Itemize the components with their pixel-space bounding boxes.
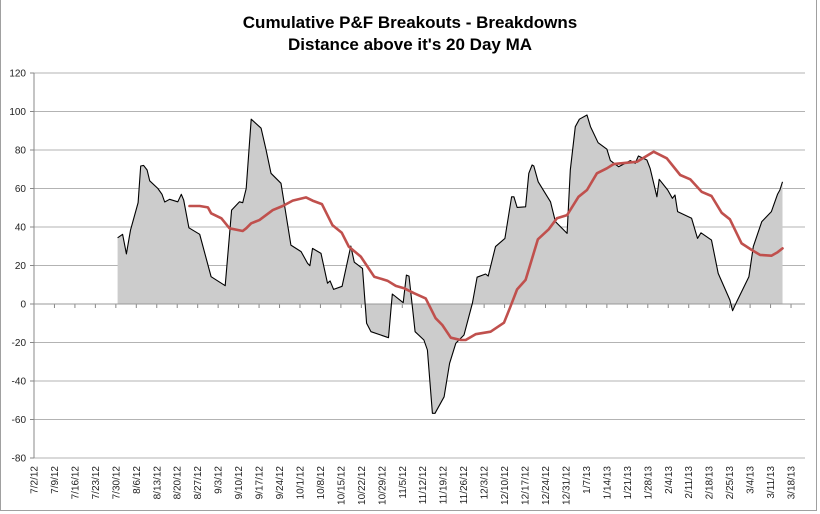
y-tick-label: 60 xyxy=(15,184,27,195)
x-tick-label: 1/28/13 xyxy=(643,466,654,500)
y-tick-label: -40 xyxy=(12,377,27,388)
area-fill-breakouts xyxy=(117,115,783,414)
y-tick-label: 100 xyxy=(9,107,26,118)
x-tick-label: 10/8/12 xyxy=(316,466,327,500)
x-tick-label: 2/25/13 xyxy=(725,466,736,500)
x-tick-label: 1/7/13 xyxy=(582,466,593,494)
x-tick-label: 11/19/12 xyxy=(439,466,450,505)
y-tick-label: -60 xyxy=(12,415,27,426)
x-tick-label: 12/10/12 xyxy=(500,466,511,505)
y-tick-label: -80 xyxy=(12,454,27,465)
x-tick-label: 12/24/12 xyxy=(541,466,552,505)
x-tick-label: 7/9/12 xyxy=(50,466,61,494)
x-tick-label: 2/11/13 xyxy=(684,466,695,499)
x-tick-label: 9/17/12 xyxy=(255,466,266,500)
x-tick-label: 11/5/12 xyxy=(398,466,409,499)
x-tick-label: 3/4/13 xyxy=(746,466,757,494)
x-tick-label: 10/1/12 xyxy=(295,466,306,500)
x-tick-label: 11/26/12 xyxy=(459,466,470,505)
chart-title: Cumulative P&F Breakouts - Breakdowns xyxy=(242,13,578,32)
x-tick-label: 7/16/12 xyxy=(70,466,81,500)
x-tick-label: 9/24/12 xyxy=(275,466,286,500)
x-tick-label: 7/2/12 xyxy=(30,466,41,494)
y-tick-label: 0 xyxy=(20,300,26,311)
x-tick-label: 3/18/13 xyxy=(787,466,798,500)
x-tick-label: 8/27/12 xyxy=(193,466,204,500)
x-tick-label: 10/22/12 xyxy=(357,466,368,505)
x-tick-label: 7/30/12 xyxy=(111,466,122,500)
y-tick-label: 40 xyxy=(15,223,27,234)
x-tick-label: 8/6/12 xyxy=(132,466,143,494)
x-tick-label: 1/14/13 xyxy=(602,466,613,500)
chart-subtitle: Distance above it's 20 Day MA xyxy=(287,35,533,54)
x-tick-label: 9/3/12 xyxy=(214,466,225,494)
series-line-20-day-ma xyxy=(188,150,784,342)
x-tick-label: 8/20/12 xyxy=(173,466,184,500)
x-tick-label: 11/12/12 xyxy=(418,466,429,505)
x-tick-label: 12/17/12 xyxy=(521,466,532,505)
x-tick-label: 2/18/13 xyxy=(705,466,716,500)
x-tick-label: 3/11/13 xyxy=(766,466,777,499)
x-tick-label: 12/31/12 xyxy=(561,466,572,505)
x-tick-label: 2/4/13 xyxy=(664,466,675,494)
y-tick-label: -20 xyxy=(12,338,27,349)
x-tick-label: 12/3/12 xyxy=(480,466,491,500)
series-line-breakouts xyxy=(117,114,784,414)
x-tick-label: 1/21/13 xyxy=(623,466,634,500)
y-tick-label: 120 xyxy=(9,69,26,80)
x-tick-label: 7/23/12 xyxy=(91,466,102,500)
x-tick-label: 10/29/12 xyxy=(377,466,388,505)
y-tick-label: 20 xyxy=(15,261,27,272)
x-tick-label: 8/13/12 xyxy=(152,466,163,500)
x-tick-label: 10/15/12 xyxy=(336,466,347,505)
x-tick-label: 9/10/12 xyxy=(234,466,245,500)
y-tick-label: 80 xyxy=(15,146,27,157)
